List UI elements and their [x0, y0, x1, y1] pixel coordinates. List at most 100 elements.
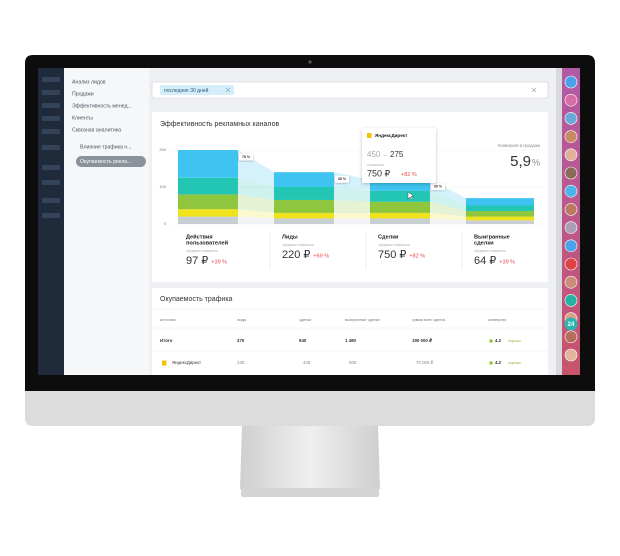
menu-item[interactable]: Продажи — [72, 91, 94, 97]
stat-value: 64 ₽ — [474, 255, 496, 267]
sidebar-avatar[interactable] — [564, 257, 578, 271]
dark-item — [42, 90, 60, 95]
table-header: лиды — [237, 318, 247, 322]
status-dot — [489, 361, 493, 365]
menu-panel — [64, 68, 149, 375]
flow — [430, 201, 466, 217]
filter-chip[interactable] — [160, 85, 234, 95]
flow-label: 39 % — [434, 185, 443, 189]
chin — [25, 390, 595, 426]
stat-label: Действия — [186, 233, 213, 240]
bar-segment — [178, 150, 238, 178]
bar-segment — [178, 194, 238, 210]
scrollbar — [556, 68, 562, 375]
stat-delta: +39 % — [499, 259, 515, 265]
bar-segment — [370, 190, 430, 202]
bar-segment — [370, 201, 430, 213]
bar-segment — [370, 179, 430, 191]
card-title: Эффективность рекламных каналов — [160, 121, 279, 128]
sidebar-avatar[interactable] — [564, 294, 578, 307]
stat-value: 220 ₽ — [282, 249, 310, 261]
stat-label: сделки — [474, 240, 494, 246]
table-cell: ЯндексДирект — [172, 360, 201, 365]
chip-close-icon[interactable] — [225, 87, 231, 93]
bar-segment — [178, 216, 238, 224]
menu-subitem[interactable]: Влияние трафика н... — [80, 144, 132, 150]
table-cell: Итого — [160, 338, 173, 343]
camera — [308, 60, 312, 64]
flow — [430, 218, 466, 224]
bar-segment — [466, 216, 534, 221]
flow — [334, 212, 370, 219]
flow — [238, 177, 274, 200]
sidebar-avatar[interactable] — [564, 275, 578, 289]
card-title: Окупаемость трафика — [160, 296, 233, 303]
flow — [238, 216, 274, 224]
sidebar-avatar[interactable] — [564, 148, 578, 162]
table-cell: 940 — [299, 338, 307, 343]
sidebar-avatar[interactable] — [564, 203, 578, 216]
conversion-value: 5,9 — [510, 153, 531, 170]
filter-chip-label[interactable]: последние 30 дней — [164, 87, 209, 94]
stat-delta: +39 % — [211, 259, 227, 265]
table-cell: 4.2 — [495, 338, 502, 343]
bar-segment — [370, 212, 430, 219]
source-icon — [162, 360, 167, 366]
dark-item — [42, 129, 60, 134]
sidebar-avatar[interactable] — [564, 348, 578, 362]
filter-bar[interactable] — [151, 81, 549, 99]
table-cell: хорошо — [508, 339, 521, 343]
table-header: конверсия — [488, 318, 506, 322]
dark-item — [42, 165, 60, 170]
stand — [240, 426, 380, 489]
bar-segment — [178, 177, 238, 195]
sidebar-avatar[interactable] — [564, 112, 578, 125]
stat-label: Выигранные — [474, 234, 510, 240]
menu-item[interactable]: Анализ лидов — [72, 79, 106, 85]
sidebar-avatar[interactable] — [564, 75, 578, 89]
stat-delta: +82 % — [409, 253, 425, 259]
sidebar-badge[interactable] — [564, 317, 578, 331]
conversion-label: Конверсия в продажи — [498, 143, 541, 148]
bar-segment — [178, 209, 238, 217]
bar-segment — [274, 212, 334, 219]
sidebar-avatar[interactable] — [564, 166, 578, 180]
table-cell: 230 — [237, 360, 245, 365]
tooltip — [362, 128, 436, 183]
sidebar-avatar[interactable] — [564, 184, 578, 198]
sidebar-avatar[interactable] — [564, 130, 578, 143]
sidebar-avatar[interactable] — [564, 239, 578, 253]
dark-sidebar — [38, 68, 64, 375]
table-cell: хорошо — [508, 361, 521, 365]
menu-item[interactable]: Эффективность менед... — [72, 103, 132, 109]
filter-clear-icon[interactable] — [531, 87, 537, 93]
menu-selected[interactable] — [76, 156, 146, 167]
stat-delta: +69 % — [313, 253, 329, 259]
menu-item[interactable]: Клиенты — [72, 115, 93, 121]
tooltip-to: 275 — [390, 150, 404, 159]
stat-label: Сделки — [378, 234, 399, 240]
dark-item — [42, 198, 60, 203]
stat-label: Лиды — [282, 234, 298, 240]
menu-item[interactable]: Сквозная аналитика — [72, 127, 121, 133]
dark-item — [42, 180, 60, 185]
bar-segment — [466, 220, 534, 224]
sidebar-avatar[interactable] — [564, 221, 578, 234]
dark-item — [42, 116, 60, 121]
stat-caption: средняя стоимость — [474, 249, 506, 253]
flow — [334, 187, 370, 202]
tooltip-arrow: → — [382, 153, 388, 159]
bar-segment — [370, 218, 430, 224]
flow-label-bg — [239, 153, 253, 161]
sidebar-avatar[interactable] — [564, 93, 578, 107]
stat-value: 750 ₽ — [378, 249, 406, 261]
dark-item — [42, 145, 60, 150]
table-header: сделки — [299, 318, 311, 322]
sidebar-avatar[interactable] — [564, 330, 578, 344]
table-cell: 4.2 — [495, 360, 502, 365]
bar-segment — [274, 172, 334, 187]
flow — [238, 194, 274, 213]
menu-subitem-selected[interactable]: Окупаемость рекла... — [80, 159, 131, 165]
stat-value: 97 ₽ — [186, 255, 208, 267]
